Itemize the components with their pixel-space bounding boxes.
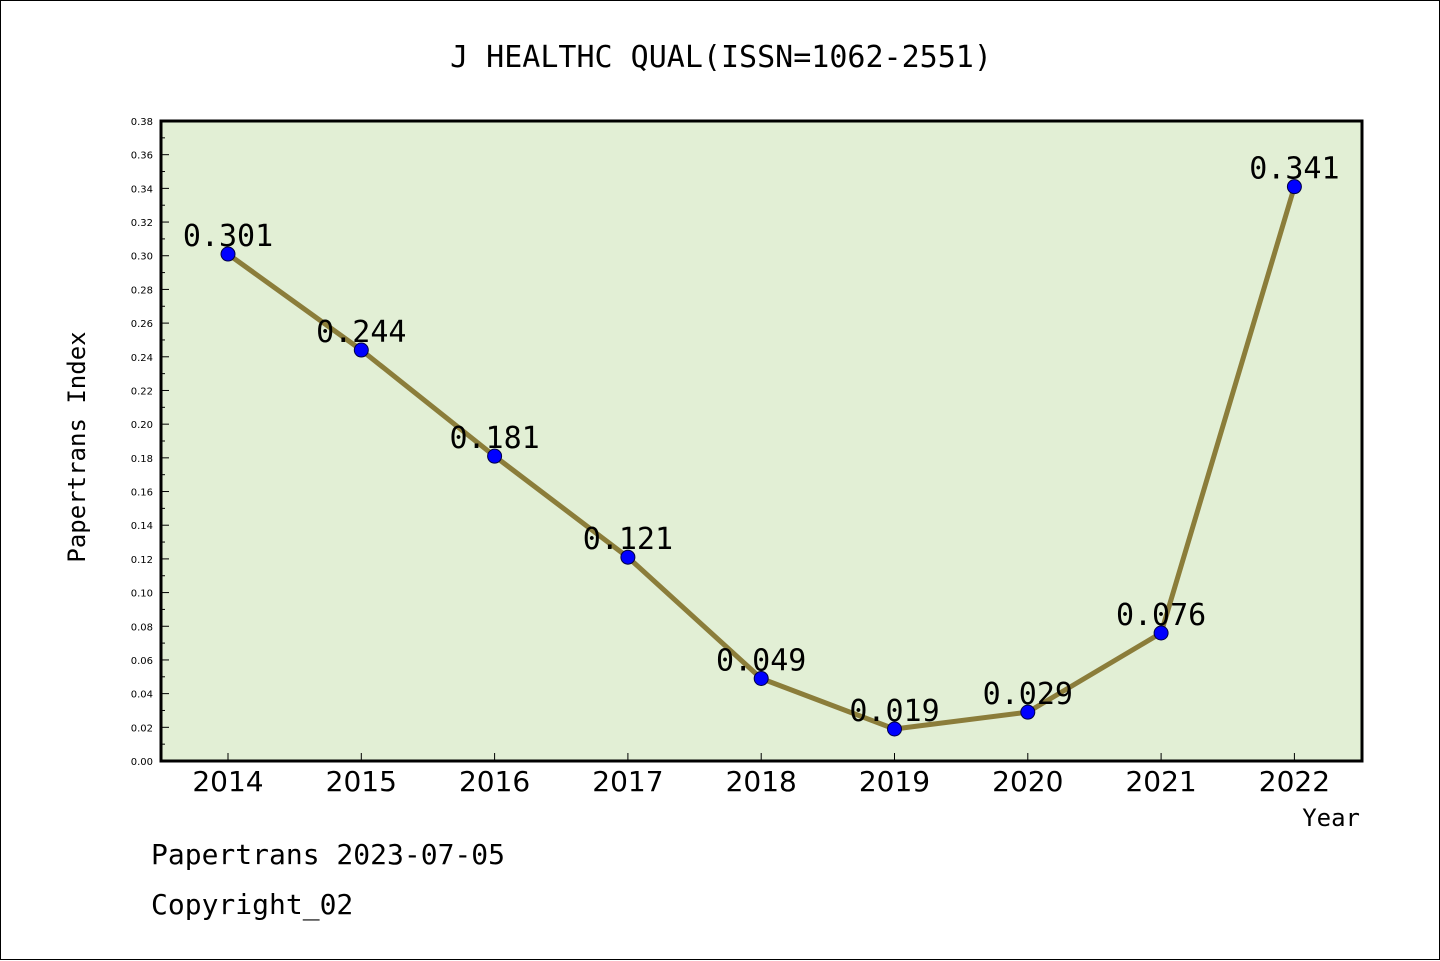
x-tick-label: 2017 <box>592 765 663 798</box>
y-axis: 0.00 0.02 0.04 0.06 0.08 0.10 0.12 0.14 0.16 0.18… <box>131 117 169 768</box>
x-tick-label: 2014 <box>192 765 263 798</box>
data-point <box>1020 704 1036 720</box>
y-tick-label: 0.26 <box>131 319 153 330</box>
x-tick-label: 2021 <box>1125 765 1196 798</box>
marker-group <box>220 179 1302 737</box>
y-tick-label: 0.22 <box>131 386 153 397</box>
footer-date: Papertrans 2023-07-05 <box>151 838 505 871</box>
y-axis-label: Papertrans Index <box>63 331 91 562</box>
y-tick-label: 0.02 <box>131 723 153 734</box>
y-tick-label: 0.10 <box>131 589 153 600</box>
data-point <box>1153 625 1169 641</box>
data-label: 0.049 <box>716 643 806 678</box>
x-tick-label: 2019 <box>859 765 930 798</box>
footer-copyright: Copyright_02 <box>151 888 353 922</box>
y-tick-label: 0.36 <box>131 151 153 162</box>
x-tick-label: 2022 <box>1259 765 1330 798</box>
data-point <box>353 342 369 358</box>
x-tick-label: 2020 <box>992 765 1063 798</box>
data-label: 0.076 <box>1116 598 1206 633</box>
y-tick-label: 0.38 <box>131 117 153 128</box>
data-label: 0.029 <box>983 677 1073 712</box>
x-tick-label: 2015 <box>326 765 397 798</box>
y-tick-label: 0.00 <box>131 757 153 768</box>
y-tick-label: 0.24 <box>131 353 153 364</box>
y-tick-label: 0.06 <box>131 656 153 667</box>
x-tick-label: 2016 <box>459 765 530 798</box>
data-point <box>487 448 503 464</box>
data-point <box>1286 179 1302 195</box>
y-tick-label: 0.08 <box>131 622 153 633</box>
x-axis-label: Year <box>1302 804 1360 832</box>
y-tick-label: 0.14 <box>131 521 153 532</box>
data-label: 0.019 <box>849 694 939 729</box>
data-label: 0.301 <box>183 219 273 254</box>
data-point <box>753 670 769 686</box>
data-point <box>620 549 636 565</box>
y-tick-label: 0.34 <box>131 184 153 195</box>
plot-area <box>159 119 1364 763</box>
x-axis: 2014 2015 2016 2017 2018 2019 2020 2021 2022 <box>192 753 1330 798</box>
y-tick-label: 0.04 <box>131 690 153 701</box>
data-point <box>887 721 902 737</box>
chart-title: J HEALTHC QUAL(ISSN=1062-2551) <box>450 40 992 75</box>
y-tick-label: 0.28 <box>131 285 153 296</box>
y-tick-label: 0.18 <box>131 454 153 465</box>
data-label: 0.341 <box>1249 152 1339 187</box>
data-label: 0.181 <box>449 421 539 456</box>
data-point <box>220 246 236 262</box>
x-tick-label: 2018 <box>726 765 797 798</box>
data-label: 0.244 <box>316 315 406 350</box>
y-tick-label: 0.12 <box>131 555 153 566</box>
y-tick-label: 0.16 <box>131 488 153 499</box>
data-label-group: 0.301 0.244 0.181 0.121 0.049 0.019 0.029 0.076… <box>183 152 1340 729</box>
y-tick-label: 0.32 <box>131 218 153 229</box>
y-tick-label: 0.30 <box>131 252 153 263</box>
y-tick-label: 0.20 <box>131 420 153 431</box>
data-label: 0.121 <box>583 522 673 557</box>
